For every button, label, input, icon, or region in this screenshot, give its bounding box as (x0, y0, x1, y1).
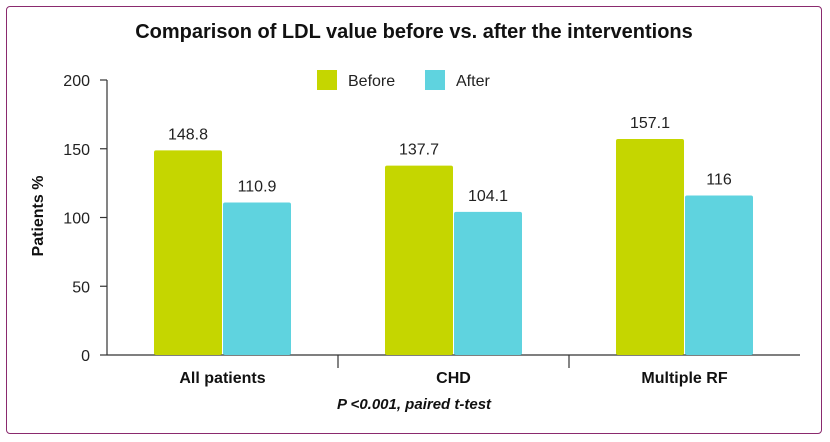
bar-after (223, 202, 291, 355)
y-tick-label: 200 (63, 73, 90, 90)
data-label: 137.7 (399, 142, 439, 159)
bar-after (685, 195, 753, 355)
legend-label-before: Before (348, 73, 395, 90)
footnote: P <0.001, paired t-test (337, 396, 492, 413)
bar-before (616, 138, 684, 355)
y-tick-label: 50 (72, 279, 90, 296)
data-label: 110.9 (238, 179, 277, 196)
category-labels: All patients CHD Multiple RF (179, 355, 728, 387)
legend-swatch-before (317, 70, 337, 90)
x-category-label: CHD (436, 370, 471, 387)
bar-after (454, 211, 522, 355)
y-axis-label: Patients % (30, 176, 47, 257)
data-label: 148.8 (168, 126, 208, 143)
y-tick-label: 150 (63, 142, 90, 159)
data-label: 157.1 (630, 115, 670, 132)
x-category-label: Multiple RF (641, 370, 727, 387)
bar-before (154, 150, 222, 355)
legend-swatch-after (425, 70, 445, 90)
y-tick-label: 0 (81, 348, 90, 365)
y-ticks: 0 50 100 150 200 (63, 73, 107, 365)
legend-label-after: After (456, 73, 490, 90)
bars: 148.8 110.9 137.7 104.1 157.1 116 (154, 115, 753, 355)
data-label: 104.1 (468, 188, 508, 205)
y-tick-label: 100 (63, 211, 90, 228)
legend: Before After (317, 70, 490, 90)
x-category-label: All patients (179, 370, 265, 387)
chart-title: Comparison of LDL value before vs. after… (135, 21, 693, 43)
bar-before (385, 165, 453, 355)
data-label: 116 (706, 172, 732, 189)
